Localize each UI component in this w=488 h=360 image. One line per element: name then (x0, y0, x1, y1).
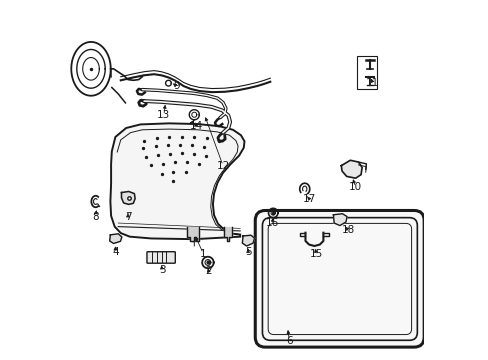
Text: 7: 7 (124, 212, 131, 221)
Text: 9: 9 (173, 81, 179, 91)
Polygon shape (341, 160, 362, 178)
Text: 15: 15 (309, 248, 322, 258)
Text: 16: 16 (265, 218, 279, 228)
Text: 1: 1 (200, 248, 206, 258)
Polygon shape (242, 235, 254, 246)
Text: 14: 14 (189, 121, 203, 131)
Text: 3: 3 (159, 265, 165, 275)
FancyBboxPatch shape (255, 211, 423, 347)
Polygon shape (333, 214, 346, 226)
Text: 4: 4 (112, 247, 119, 257)
Text: 10: 10 (348, 182, 362, 192)
Text: 8: 8 (92, 212, 99, 221)
Text: 6: 6 (285, 336, 292, 346)
Polygon shape (121, 192, 135, 204)
Polygon shape (109, 234, 122, 243)
Text: 17: 17 (302, 194, 315, 204)
Text: 18: 18 (341, 225, 354, 235)
Polygon shape (110, 123, 244, 239)
Text: 11: 11 (366, 78, 379, 88)
FancyBboxPatch shape (147, 252, 175, 263)
Text: 12: 12 (216, 161, 229, 171)
Text: 2: 2 (205, 266, 211, 276)
Polygon shape (223, 226, 232, 241)
Text: 13: 13 (157, 111, 170, 121)
Polygon shape (187, 226, 199, 241)
Text: 5: 5 (244, 247, 251, 257)
